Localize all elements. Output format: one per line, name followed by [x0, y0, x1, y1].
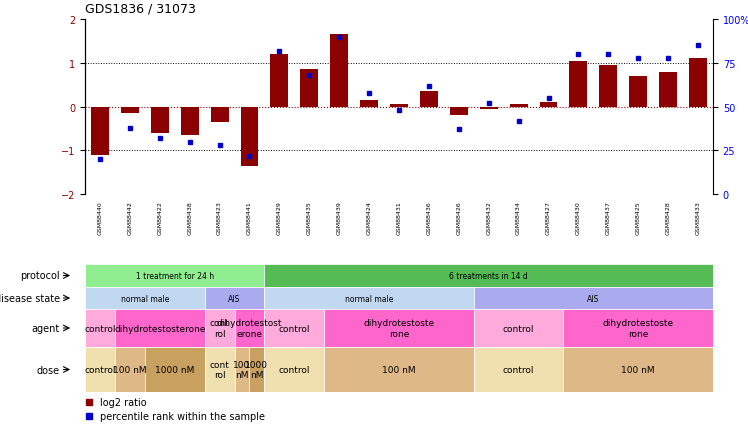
Text: normal male: normal male [345, 294, 393, 303]
Bar [211, 107, 229, 122]
Text: 100 nM: 100 nM [113, 365, 147, 374]
Text: disease state: disease state [0, 293, 60, 303]
Bar [121, 107, 139, 114]
Text: 1 treatment for 24 h: 1 treatment for 24 h [135, 271, 214, 280]
Text: cont
rol: cont rol [209, 360, 230, 379]
Text: 6 treatments in 14 d: 6 treatments in 14 d [450, 271, 528, 280]
Bar [659, 72, 677, 107]
Text: 100 nM: 100 nM [622, 365, 655, 374]
Bar [324, 348, 473, 391]
Text: control: control [503, 324, 534, 333]
Bar [145, 348, 205, 391]
Bar [450, 107, 468, 116]
Bar [473, 288, 713, 309]
Text: 1000 nM: 1000 nM [155, 365, 194, 374]
Bar [205, 288, 265, 309]
Bar [265, 288, 473, 309]
Bar [271, 55, 288, 107]
Bar [330, 35, 348, 107]
Bar [300, 70, 318, 107]
Bar [599, 66, 617, 107]
Text: AIS: AIS [228, 294, 241, 303]
Bar [85, 348, 115, 391]
Bar [563, 348, 713, 391]
Bar [689, 59, 707, 107]
Text: cont
rol: cont rol [209, 319, 230, 338]
Bar [250, 348, 265, 391]
Bar [181, 107, 199, 135]
Text: log2 ratio: log2 ratio [100, 397, 147, 407]
Bar [479, 107, 497, 109]
Text: AIS: AIS [587, 294, 599, 303]
Text: dose: dose [37, 365, 60, 375]
Bar [265, 310, 324, 347]
Bar [205, 310, 235, 347]
Bar [473, 310, 563, 347]
Bar [324, 310, 473, 347]
Text: dihydrotestoste
rone: dihydrotestoste rone [603, 319, 674, 338]
Bar [91, 107, 109, 155]
Text: 1000
nM: 1000 nM [245, 360, 269, 379]
Bar [151, 107, 169, 133]
Text: 100
nM: 100 nM [233, 360, 251, 379]
Bar [420, 92, 438, 107]
Text: dihydrotestost
erone: dihydrotestost erone [217, 319, 282, 338]
Bar [265, 265, 713, 287]
Bar [473, 348, 563, 391]
Bar [205, 348, 235, 391]
Bar [265, 348, 324, 391]
Bar [235, 310, 265, 347]
Bar [629, 77, 647, 107]
Bar [85, 288, 205, 309]
Bar [115, 310, 205, 347]
Text: 100 nM: 100 nM [382, 365, 416, 374]
Bar [235, 348, 250, 391]
Text: dihydrotestosterone: dihydrotestosterone [114, 324, 206, 333]
Bar [85, 265, 265, 287]
Bar [509, 105, 527, 107]
Bar [85, 310, 115, 347]
Text: control: control [278, 365, 310, 374]
Bar [390, 105, 408, 107]
Text: GDS1836 / 31073: GDS1836 / 31073 [85, 2, 196, 15]
Bar [360, 101, 378, 107]
Text: control: control [278, 324, 310, 333]
Bar [539, 103, 557, 107]
Text: percentile rank within the sample: percentile rank within the sample [100, 411, 265, 421]
Bar [569, 62, 587, 107]
Text: normal male: normal male [120, 294, 169, 303]
Text: protocol: protocol [20, 271, 60, 281]
Bar [563, 310, 713, 347]
Bar [241, 107, 259, 166]
Text: control: control [85, 365, 116, 374]
Text: dihydrotestoste
rone: dihydrotestoste rone [364, 319, 435, 338]
Text: control: control [85, 324, 116, 333]
Text: agent: agent [31, 323, 60, 333]
Bar [115, 348, 145, 391]
Text: control: control [503, 365, 534, 374]
